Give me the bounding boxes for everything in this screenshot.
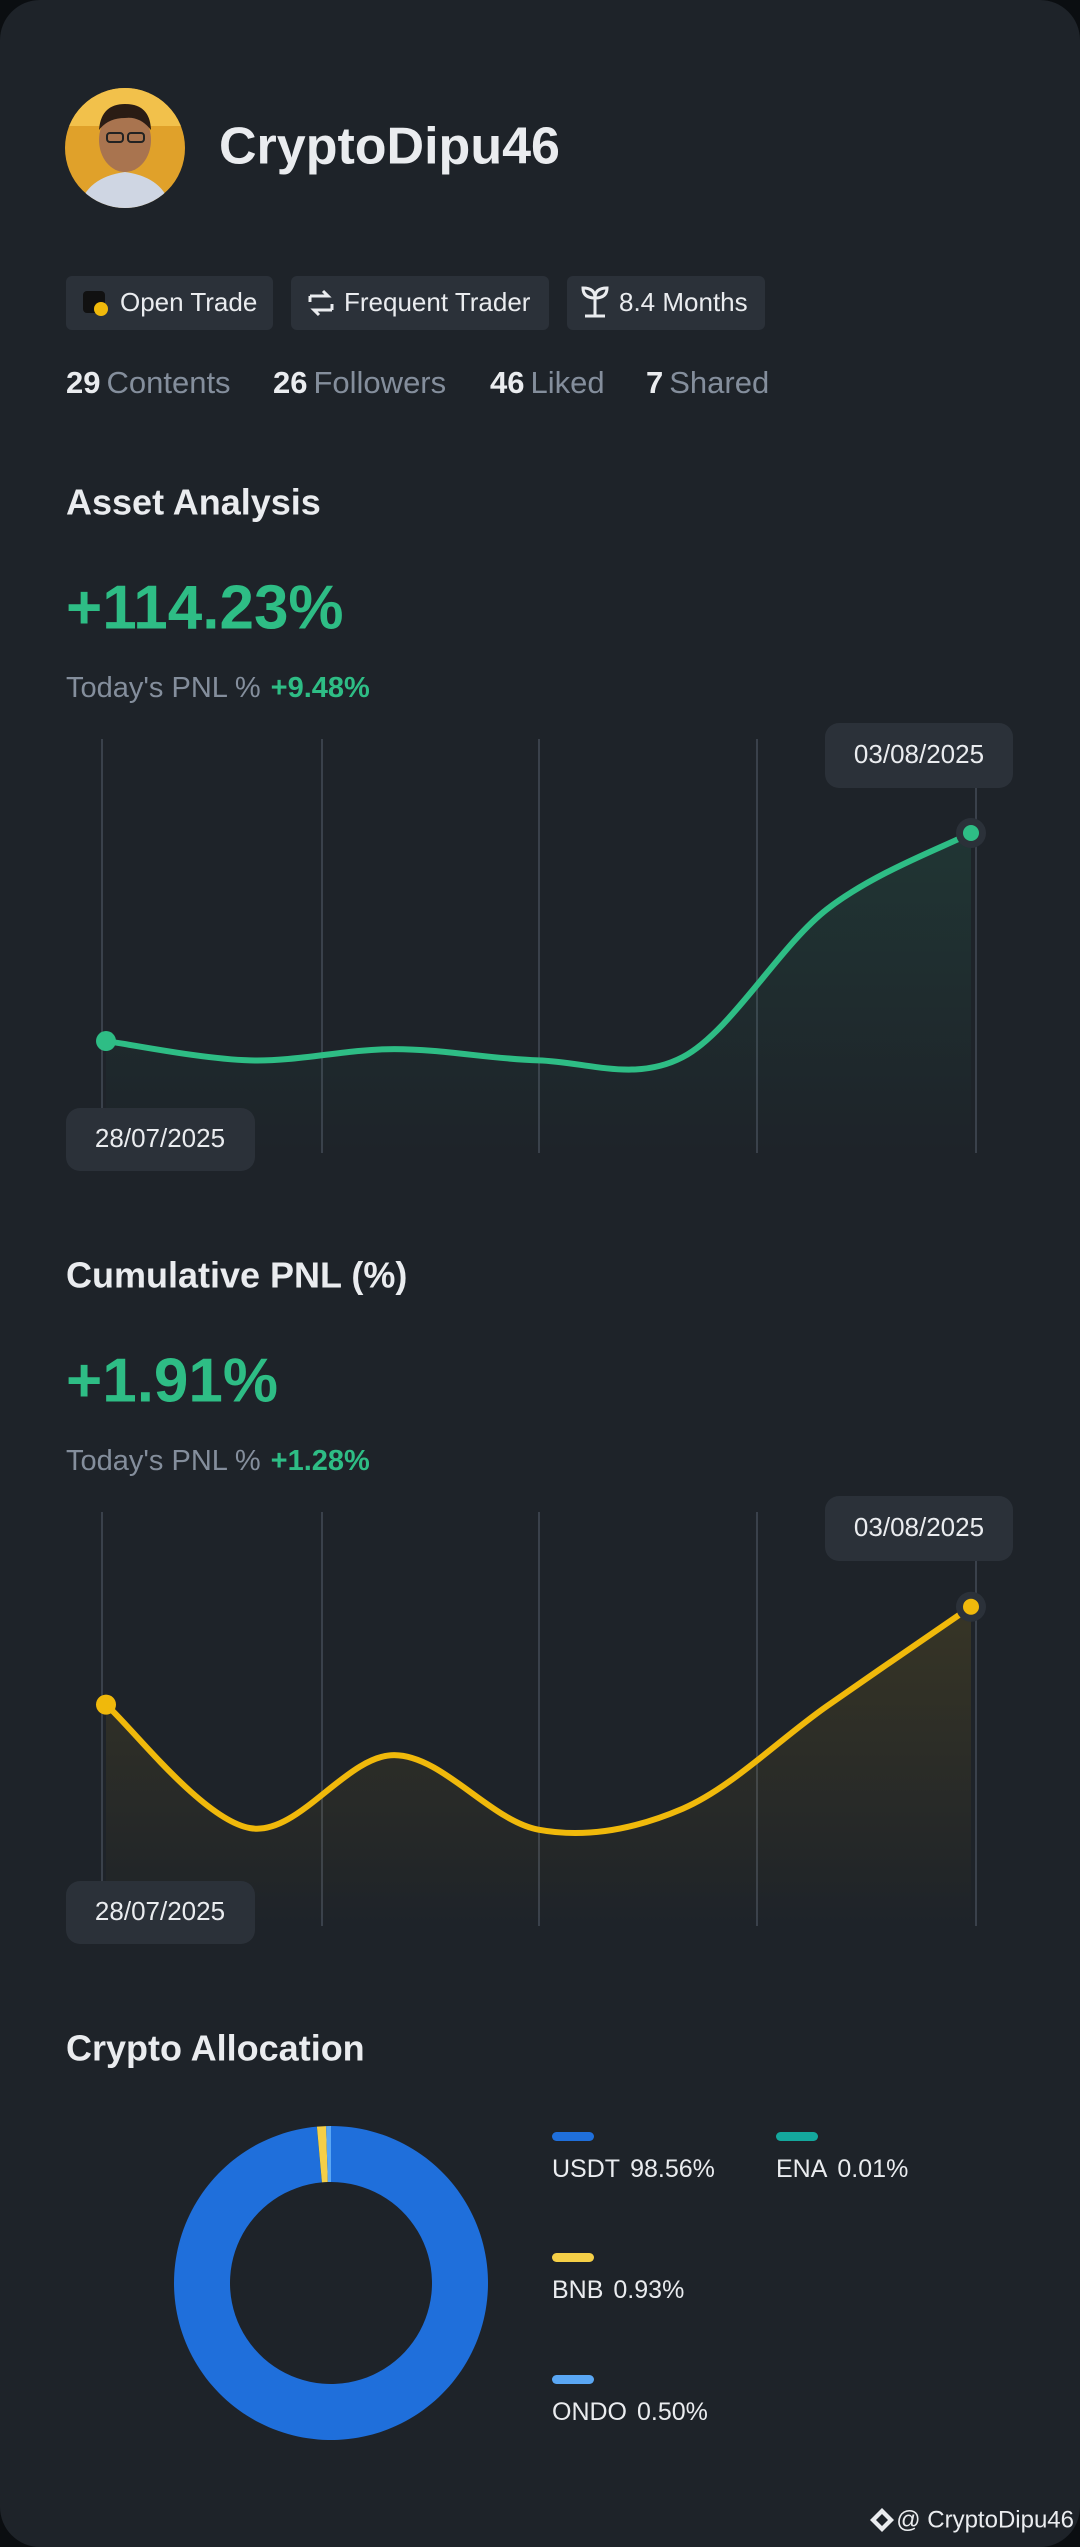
line — [103, 829, 974, 1073]
tag: 8.4 Months — [567, 276, 765, 330]
date-badge — [66, 1108, 255, 1171]
legend-swatch — [552, 2132, 594, 2141]
legend-swatch — [776, 2132, 818, 2141]
date-badge — [825, 723, 1013, 788]
today-pnl-label: Today's PNL % — [66, 1445, 261, 1477]
stat: 46 Liked — [490, 365, 605, 400]
stat-value: 26 — [273, 365, 307, 400]
legend-entry: ONDO 0.50% — [552, 2398, 708, 2426]
today-pnl-label: Today's PNL % — [66, 672, 261, 704]
stat-value: 7 — [646, 365, 663, 400]
stat-label: Followers — [313, 365, 446, 400]
point — [963, 824, 979, 841]
legend-name: ONDO — [552, 2398, 627, 2426]
stat: 7 Shared — [646, 365, 769, 400]
date-badge — [825, 1496, 1013, 1561]
headline-value: +114.23% — [66, 573, 344, 642]
date-label: 28/07/2025 — [95, 1896, 225, 1926]
section-title: Asset Analysis — [66, 482, 321, 523]
stat: 29 Contents — [66, 365, 231, 400]
username: CryptoDipu46 — [219, 118, 560, 176]
legend-entry: USDT 98.56% — [552, 2155, 715, 2183]
legend-name: ENA — [776, 2155, 828, 2183]
area — [106, 1606, 971, 1926]
watermark: @ CryptoDipu46 — [870, 2506, 1074, 2533]
avatar — [65, 88, 185, 208]
date-label: 03/08/2025 — [854, 739, 984, 769]
legend-entry: ENA 0.01% — [776, 2155, 908, 2183]
point — [96, 1031, 116, 1052]
donut-slice — [316, 2126, 328, 2183]
tag-label: 8.4 Months — [619, 287, 748, 317]
today-pnl: Today's PNL % +1.28% — [66, 1445, 370, 1477]
stat-label: Contents — [106, 365, 230, 400]
donut-slice — [173, 2126, 488, 2441]
stat: 26 Followers — [273, 365, 446, 400]
donut-slice — [316, 2126, 322, 2183]
legend-value: 98.56% — [630, 2155, 715, 2183]
legend-value: 0.93% — [613, 2276, 684, 2304]
legend-swatch — [552, 2375, 594, 2384]
legend-swatch — [552, 2253, 594, 2262]
section-title: Crypto Allocation — [66, 2028, 365, 2069]
tag-label: Frequent Trader — [344, 287, 531, 317]
date-label: 03/08/2025 — [854, 1512, 984, 1542]
today-pnl-value: +9.48% — [271, 672, 370, 704]
legend-name: USDT — [552, 2155, 620, 2183]
tag-label: Open Trade — [120, 287, 257, 317]
tag: Frequent Trader — [291, 276, 549, 330]
date-label: 28/07/2025 — [95, 1123, 225, 1153]
legend-entry: BNB 0.93% — [552, 2276, 684, 2304]
line — [103, 1603, 974, 1837]
watermark-text: @ CryptoDipu46 — [896, 2506, 1074, 2533]
point — [963, 1598, 979, 1615]
headline-value: +1.91% — [66, 1346, 278, 1415]
legend-value: 0.50% — [637, 2398, 708, 2426]
stat-value: 46 — [490, 365, 524, 400]
stat-label: Liked — [530, 365, 604, 400]
area — [106, 832, 971, 1153]
today-pnl: Today's PNL % +9.48% — [66, 672, 370, 704]
legend-value: 0.01% — [837, 2155, 908, 2183]
stat-value: 29 — [66, 365, 100, 400]
tag: Open Trade — [66, 276, 273, 330]
section-title: Cumulative PNL (%) — [66, 1255, 407, 1296]
today-pnl-value: +1.28% — [271, 1445, 370, 1477]
stat-label: Shared — [669, 365, 769, 400]
point — [96, 1694, 116, 1715]
date-badge — [66, 1881, 255, 1944]
legend-name: BNB — [552, 2276, 603, 2304]
donut-slice — [326, 2126, 331, 2183]
